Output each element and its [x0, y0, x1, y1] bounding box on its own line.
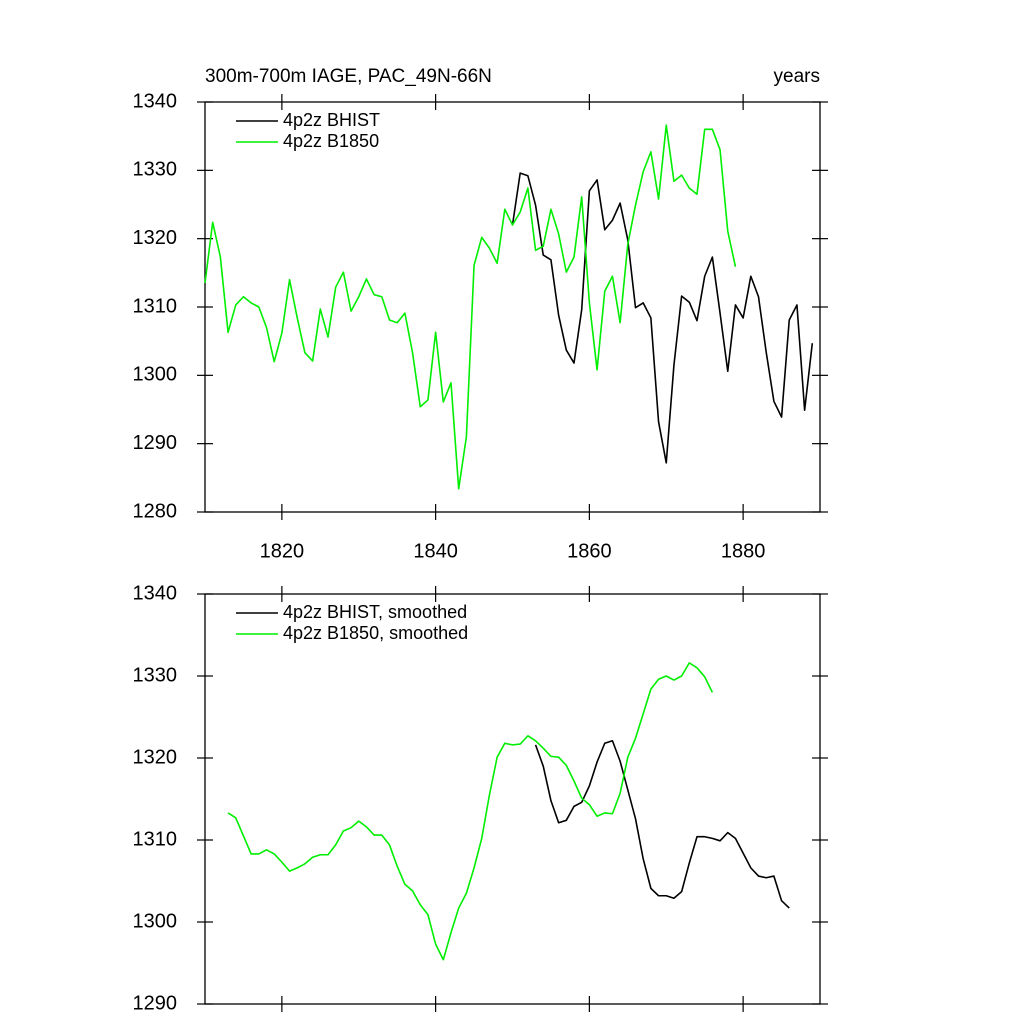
- y-tick-label: 1300: [133, 910, 178, 932]
- chart-title: 300m-700m IAGE, PAC_49N-66N: [205, 66, 492, 87]
- plot-frame: [204, 593, 821, 1005]
- x-tick-label: 1840: [413, 540, 458, 562]
- x-tick-label: 1860: [567, 540, 612, 562]
- y-tick-label: 1300: [133, 364, 178, 386]
- series-line: [534, 739, 790, 909]
- y-tick-label: 1320: [133, 746, 178, 768]
- series-line: [204, 124, 737, 490]
- y-tick-label: 1340: [133, 582, 178, 604]
- legend-label: 4p2z B1850, smoothed: [283, 623, 468, 643]
- y-tick-label: 1310: [133, 295, 178, 317]
- y-tick-label: 1290: [133, 992, 178, 1014]
- x-unit-label: years: [774, 66, 820, 87]
- y-tick-label: 1320: [133, 227, 178, 249]
- y-tick-label: 1330: [133, 159, 178, 181]
- legend-label: 4p2z B1850: [283, 131, 379, 151]
- series-line: [227, 662, 714, 961]
- y-tick-label: 1340: [133, 90, 178, 112]
- legend-label: 4p2z BHIST, smoothed: [283, 602, 467, 622]
- legend-label: 4p2z BHIST: [283, 110, 380, 130]
- series-line: [511, 172, 814, 464]
- y-tick-label: 1290: [133, 432, 178, 454]
- y-tick-label: 1310: [133, 828, 178, 850]
- y-tick-label: 1280: [133, 500, 178, 522]
- y-tick-label: 1330: [133, 664, 178, 686]
- x-tick-label: 1820: [260, 540, 305, 562]
- x-tick-label: 1880: [721, 540, 766, 562]
